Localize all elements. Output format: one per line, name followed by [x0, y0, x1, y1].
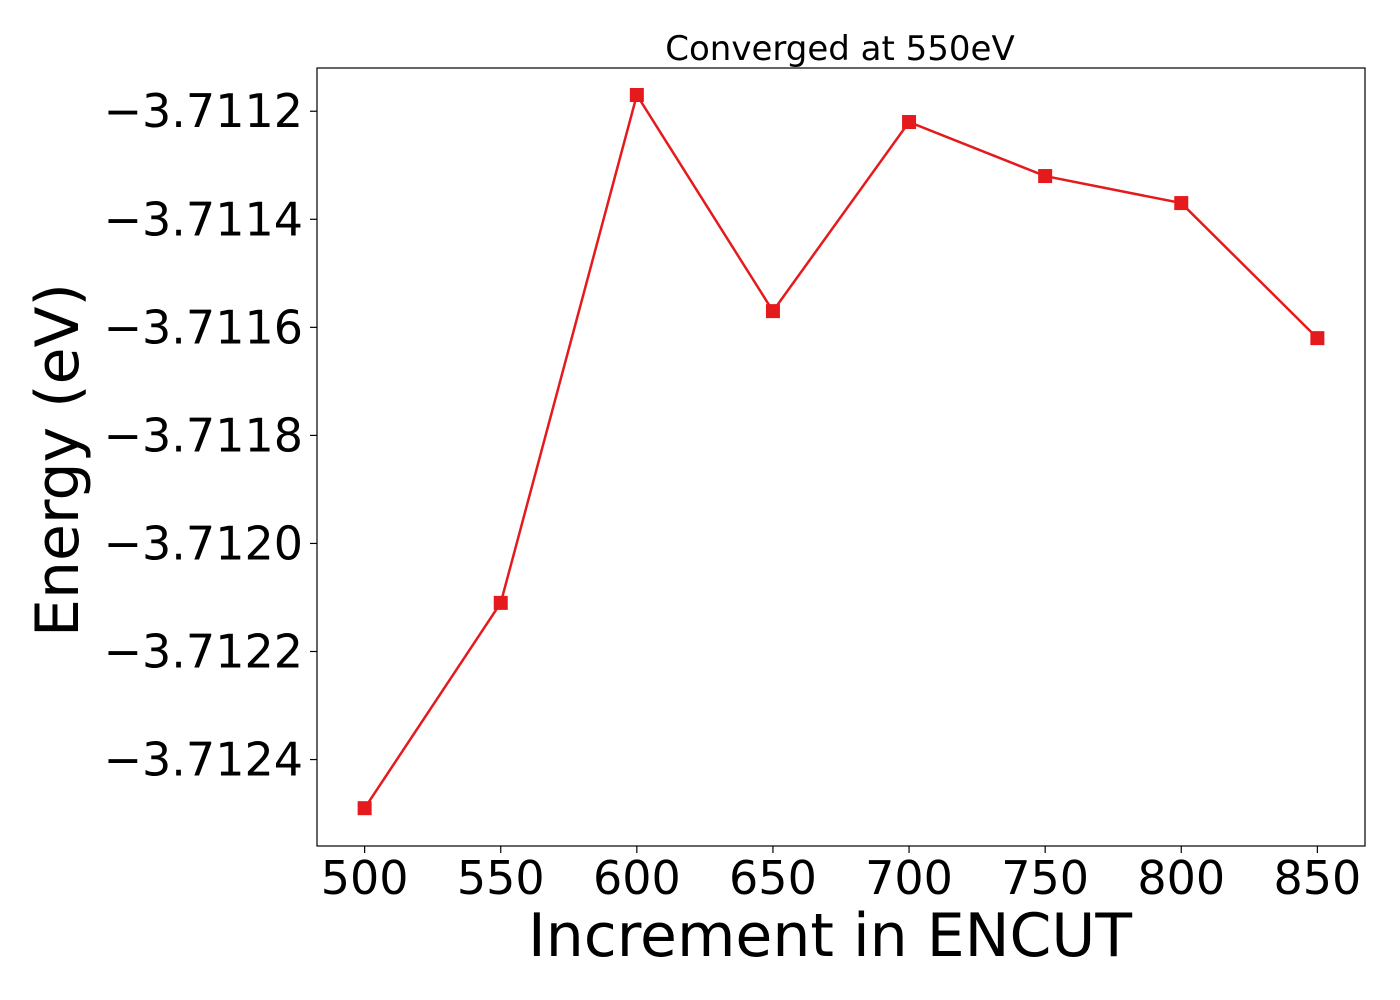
x-tick-label: 650 — [729, 851, 817, 905]
x-tick-label: 500 — [321, 851, 409, 905]
y-tick-label: −3.7114 — [104, 192, 304, 246]
series-line — [363, 91, 1319, 809]
y-tick-label: −3.7118 — [104, 408, 304, 462]
y-axis: −3.7112 −3.7114 −3.7116 −3.7118 −3.7120 −3.71… — [104, 84, 317, 787]
data-point-marker — [1038, 169, 1053, 184]
data-point-marker — [902, 115, 917, 130]
y-axis-label: Energy (eV) — [23, 283, 93, 637]
y-tick-label: −3.7122 — [104, 625, 304, 679]
y-tick-label: −3.7124 — [104, 733, 304, 787]
chart-title: Converged at 550eV — [665, 29, 1014, 69]
data-series — [357, 88, 1325, 816]
axes-frame — [316, 67, 1366, 847]
y-tick-label: −3.7112 — [104, 84, 304, 138]
x-tick-label: 550 — [457, 851, 545, 905]
y-tick-label: −3.7116 — [104, 300, 304, 354]
x-tick-label: 850 — [1273, 851, 1361, 905]
x-axis-label: Increment in ENCUT — [528, 901, 1132, 971]
x-tick-label: 800 — [1137, 851, 1225, 905]
x-tick-label: 600 — [593, 851, 681, 905]
x-tick-label: 750 — [1001, 851, 1089, 905]
data-point-marker — [493, 595, 508, 610]
y-tick-label: −3.7120 — [104, 516, 304, 570]
data-point-marker — [1310, 331, 1325, 346]
data-point-marker — [629, 88, 644, 103]
data-point-marker — [357, 801, 372, 816]
data-point-marker — [1174, 196, 1189, 211]
plot-area — [316, 67, 1366, 847]
data-point-marker — [765, 304, 780, 319]
x-tick-label: 700 — [865, 851, 953, 905]
x-axis: 500 550 600 650 700 750 800 850 — [321, 846, 1361, 905]
